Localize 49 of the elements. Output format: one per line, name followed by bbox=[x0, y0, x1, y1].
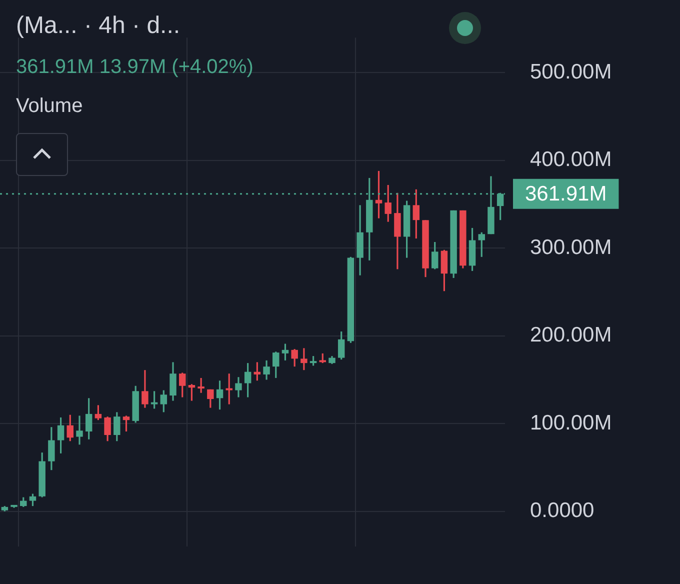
candlestick bbox=[254, 361, 261, 382]
candlestick bbox=[114, 411, 120, 442]
candlestick bbox=[244, 362, 252, 398]
candlestick bbox=[94, 404, 102, 421]
annotation: Volume bbox=[16, 95, 83, 118]
candlestick bbox=[319, 352, 326, 364]
candlestick bbox=[188, 383, 196, 402]
candlestick bbox=[226, 372, 232, 406]
annotation: 361.91M 13.97M (+4.02%) bbox=[16, 56, 254, 79]
candlestick bbox=[142, 369, 148, 409]
candlestick bbox=[272, 350, 280, 379]
candlestick bbox=[198, 377, 204, 394]
candlestick bbox=[440, 249, 448, 292]
candlestick bbox=[375, 170, 382, 220]
candlestick bbox=[394, 192, 401, 270]
candlestick bbox=[160, 389, 168, 413]
candlestick bbox=[291, 348, 298, 368]
y-tick-label: 300.00M bbox=[530, 236, 612, 259]
candlestick bbox=[384, 184, 392, 223]
candlestick bbox=[122, 414, 130, 432]
candlestick bbox=[178, 372, 186, 398]
candlestick bbox=[216, 380, 224, 410]
candlestick bbox=[85, 397, 92, 440]
candlestick bbox=[235, 376, 242, 398]
candlestick bbox=[170, 361, 176, 402]
candlestick bbox=[338, 330, 345, 360]
candlestick bbox=[478, 232, 485, 258]
ref-line-label: 361.91M bbox=[525, 182, 607, 206]
y-tick-label: 100.00M bbox=[530, 411, 612, 434]
candlestick bbox=[150, 390, 158, 410]
candlestick bbox=[282, 342, 289, 362]
candlestick bbox=[207, 388, 214, 409]
candlestick bbox=[29, 492, 36, 507]
chart-title: (Ma... · 4h · d... bbox=[16, 12, 180, 40]
y-tick-label: 400.00M bbox=[530, 148, 612, 172]
candlestick bbox=[57, 416, 64, 454]
candlestick bbox=[310, 355, 317, 366]
candlestick bbox=[263, 360, 270, 381]
candlestick bbox=[76, 414, 83, 446]
candlestick bbox=[66, 414, 74, 442]
candlestick bbox=[300, 347, 308, 371]
y-tick-label: 0.0000 bbox=[530, 499, 594, 522]
candlestick bbox=[104, 416, 111, 442]
y-tick-label: 500.00M bbox=[530, 60, 612, 84]
candlestick bbox=[48, 426, 55, 471]
candlestick bbox=[412, 188, 420, 240]
candlestick bbox=[431, 241, 438, 270]
y-tick-label: 200.00M bbox=[530, 324, 612, 347]
candlestick bbox=[20, 496, 27, 508]
